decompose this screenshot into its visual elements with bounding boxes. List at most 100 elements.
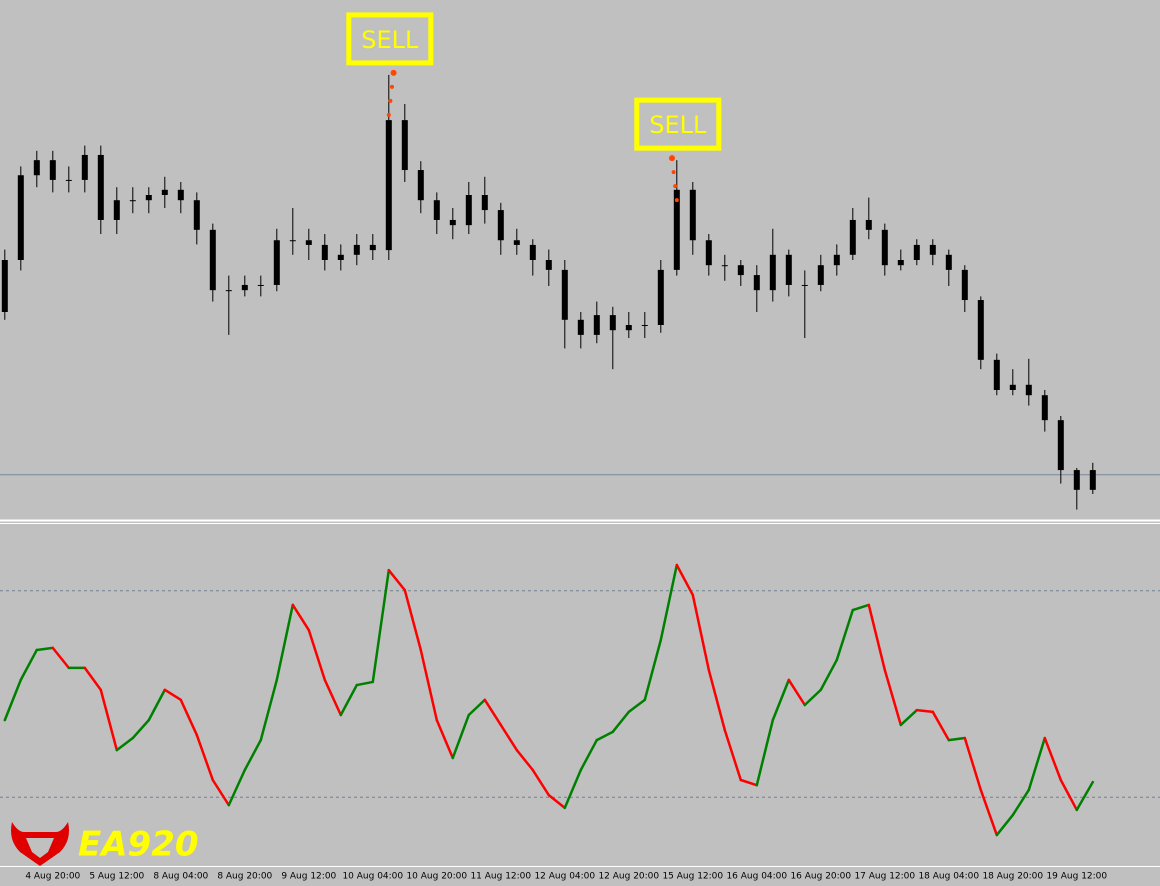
x-tick-label: 10 Aug 20:00 [406, 872, 467, 882]
oscillator-segment [675, 563, 695, 597]
oscillator-segment [819, 658, 839, 692]
candle-body [369, 244, 376, 251]
x-tick-label: 8 Aug 20:00 [217, 872, 272, 882]
candle-body [593, 315, 600, 335]
oscillator-segment [659, 563, 679, 642]
candle-body [81, 154, 88, 180]
candle-body [417, 170, 424, 201]
oscillator-segment [915, 708, 935, 714]
candle-body [1009, 384, 1016, 390]
candle-body [17, 175, 24, 260]
oscillator-segment [355, 680, 375, 687]
oscillator-segment [563, 768, 583, 810]
candle-body [577, 319, 584, 335]
candle-body [161, 189, 168, 195]
oscillator-segment [803, 688, 823, 707]
candle-body [497, 210, 504, 241]
oscillator-segment [371, 568, 391, 684]
candle-body [769, 254, 776, 291]
candle-body [177, 189, 184, 201]
candle-body [209, 229, 216, 291]
oscillator-segment [51, 646, 71, 670]
oscillator-segment [451, 713, 471, 760]
candle-body [65, 179, 72, 181]
oscillator-segment [755, 718, 775, 787]
candle-body [241, 284, 248, 291]
oscillator-segment [323, 678, 343, 717]
x-tick-label: 12 Aug 20:00 [598, 872, 659, 882]
x-tick-label: 11 Aug 12:00 [470, 872, 531, 882]
oscillator-segment [579, 738, 599, 772]
candle-body [97, 154, 104, 220]
candle-body [33, 160, 40, 176]
candle-body [257, 284, 264, 286]
candle-body [961, 269, 968, 301]
candle-body [945, 254, 952, 270]
oscillator-segment [1011, 788, 1031, 817]
candle-body [673, 189, 680, 270]
signal-dot [390, 84, 394, 89]
candle-body [321, 244, 328, 260]
oscillator-segment [531, 768, 551, 797]
candle-body [977, 300, 984, 360]
oscillator-segment [1059, 778, 1079, 812]
x-tick-label: 15 Aug 12:00 [662, 872, 723, 882]
candle-body [705, 240, 712, 266]
candle-body [561, 269, 568, 320]
oscillator-segment [739, 778, 759, 787]
candle-body [49, 160, 56, 180]
oscillator-segment [835, 608, 855, 662]
oscillator-segment [307, 628, 327, 682]
oscillator-segment [547, 793, 567, 810]
oscillator-segment [771, 678, 791, 722]
candle-body [801, 284, 808, 286]
oscillator-segment [787, 678, 807, 707]
signal-dot [669, 155, 675, 162]
oscillator-segment [723, 728, 743, 782]
oscillator-segment [931, 710, 951, 742]
candle-body [225, 290, 232, 292]
oscillator-segment [99, 688, 119, 752]
candle-body [273, 240, 280, 285]
candle-body [849, 219, 856, 255]
signal-dot [390, 69, 397, 76]
candle-body [1057, 420, 1064, 471]
candle-body [353, 244, 360, 255]
oscillator-segment [1043, 736, 1063, 782]
oscillator-segment [339, 683, 359, 717]
candle-body [913, 244, 920, 260]
candle-body [529, 244, 536, 260]
candle-body [625, 325, 632, 331]
candle-body [113, 200, 120, 220]
oscillator-segment [163, 688, 183, 702]
candle-body [641, 325, 648, 326]
oscillator-segment [851, 603, 871, 612]
candle-body [753, 275, 760, 291]
candle-body [1, 260, 8, 312]
candle-body [657, 269, 664, 325]
oscillator-segment [211, 778, 231, 807]
oscillator-segment [643, 638, 663, 702]
oscillator-segment [419, 648, 439, 722]
x-tick-label: 18 Aug 04:00 [918, 872, 979, 882]
oscillator-segment [403, 588, 423, 652]
oscillator-segment [499, 723, 519, 752]
candle-body [433, 200, 440, 220]
oscillator-segment [1027, 736, 1047, 792]
candle-body [785, 254, 792, 285]
candle-body [609, 315, 616, 331]
candle-body [721, 265, 728, 267]
oscillator-segment [195, 733, 215, 782]
x-tick-label: 16 Aug 20:00 [790, 872, 851, 882]
oscillator-segment [611, 710, 631, 734]
candle-body [401, 120, 408, 171]
oscillator-segment [483, 698, 503, 727]
candle-body [1025, 384, 1032, 396]
candle-body [817, 265, 824, 285]
oscillator-segment [435, 718, 455, 760]
oscillator-segment [147, 688, 167, 722]
x-tick-label: 5 Aug 12:00 [89, 872, 144, 882]
candle-body [337, 254, 344, 260]
